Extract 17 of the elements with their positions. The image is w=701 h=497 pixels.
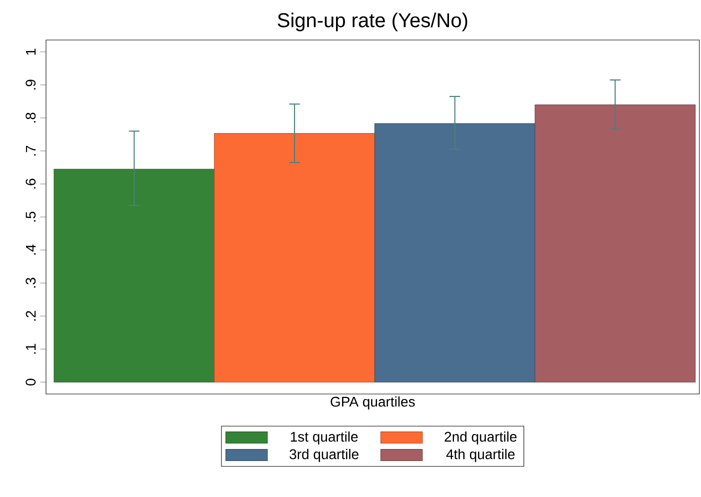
legend-label: 4th quartile (446, 448, 515, 462)
y-tick-label: .4 (26, 244, 36, 255)
y-tick-label: .2 (26, 310, 36, 321)
y-tick-label: .6 (26, 178, 36, 189)
y-tick-label: .7 (26, 146, 36, 156)
y-tick-label: .5 (26, 212, 36, 222)
y-tick-label: .1 (26, 344, 36, 354)
y-tick-label: 1 (26, 48, 36, 55)
y-tick-label: 0 (26, 378, 36, 386)
x-axis-title: GPA quartiles (330, 396, 415, 410)
y-tick-label: .9 (26, 80, 36, 90)
legend-label: 3rd quartile (290, 448, 358, 462)
chart-title: Sign-up rate (Yes/No) (278, 12, 468, 32)
y-tick-label: .3 (26, 278, 36, 288)
y-tick-label: .8 (26, 112, 36, 122)
legend-label: 2nd quartile (444, 431, 517, 444)
legend-label: 1st quartile (290, 431, 358, 444)
